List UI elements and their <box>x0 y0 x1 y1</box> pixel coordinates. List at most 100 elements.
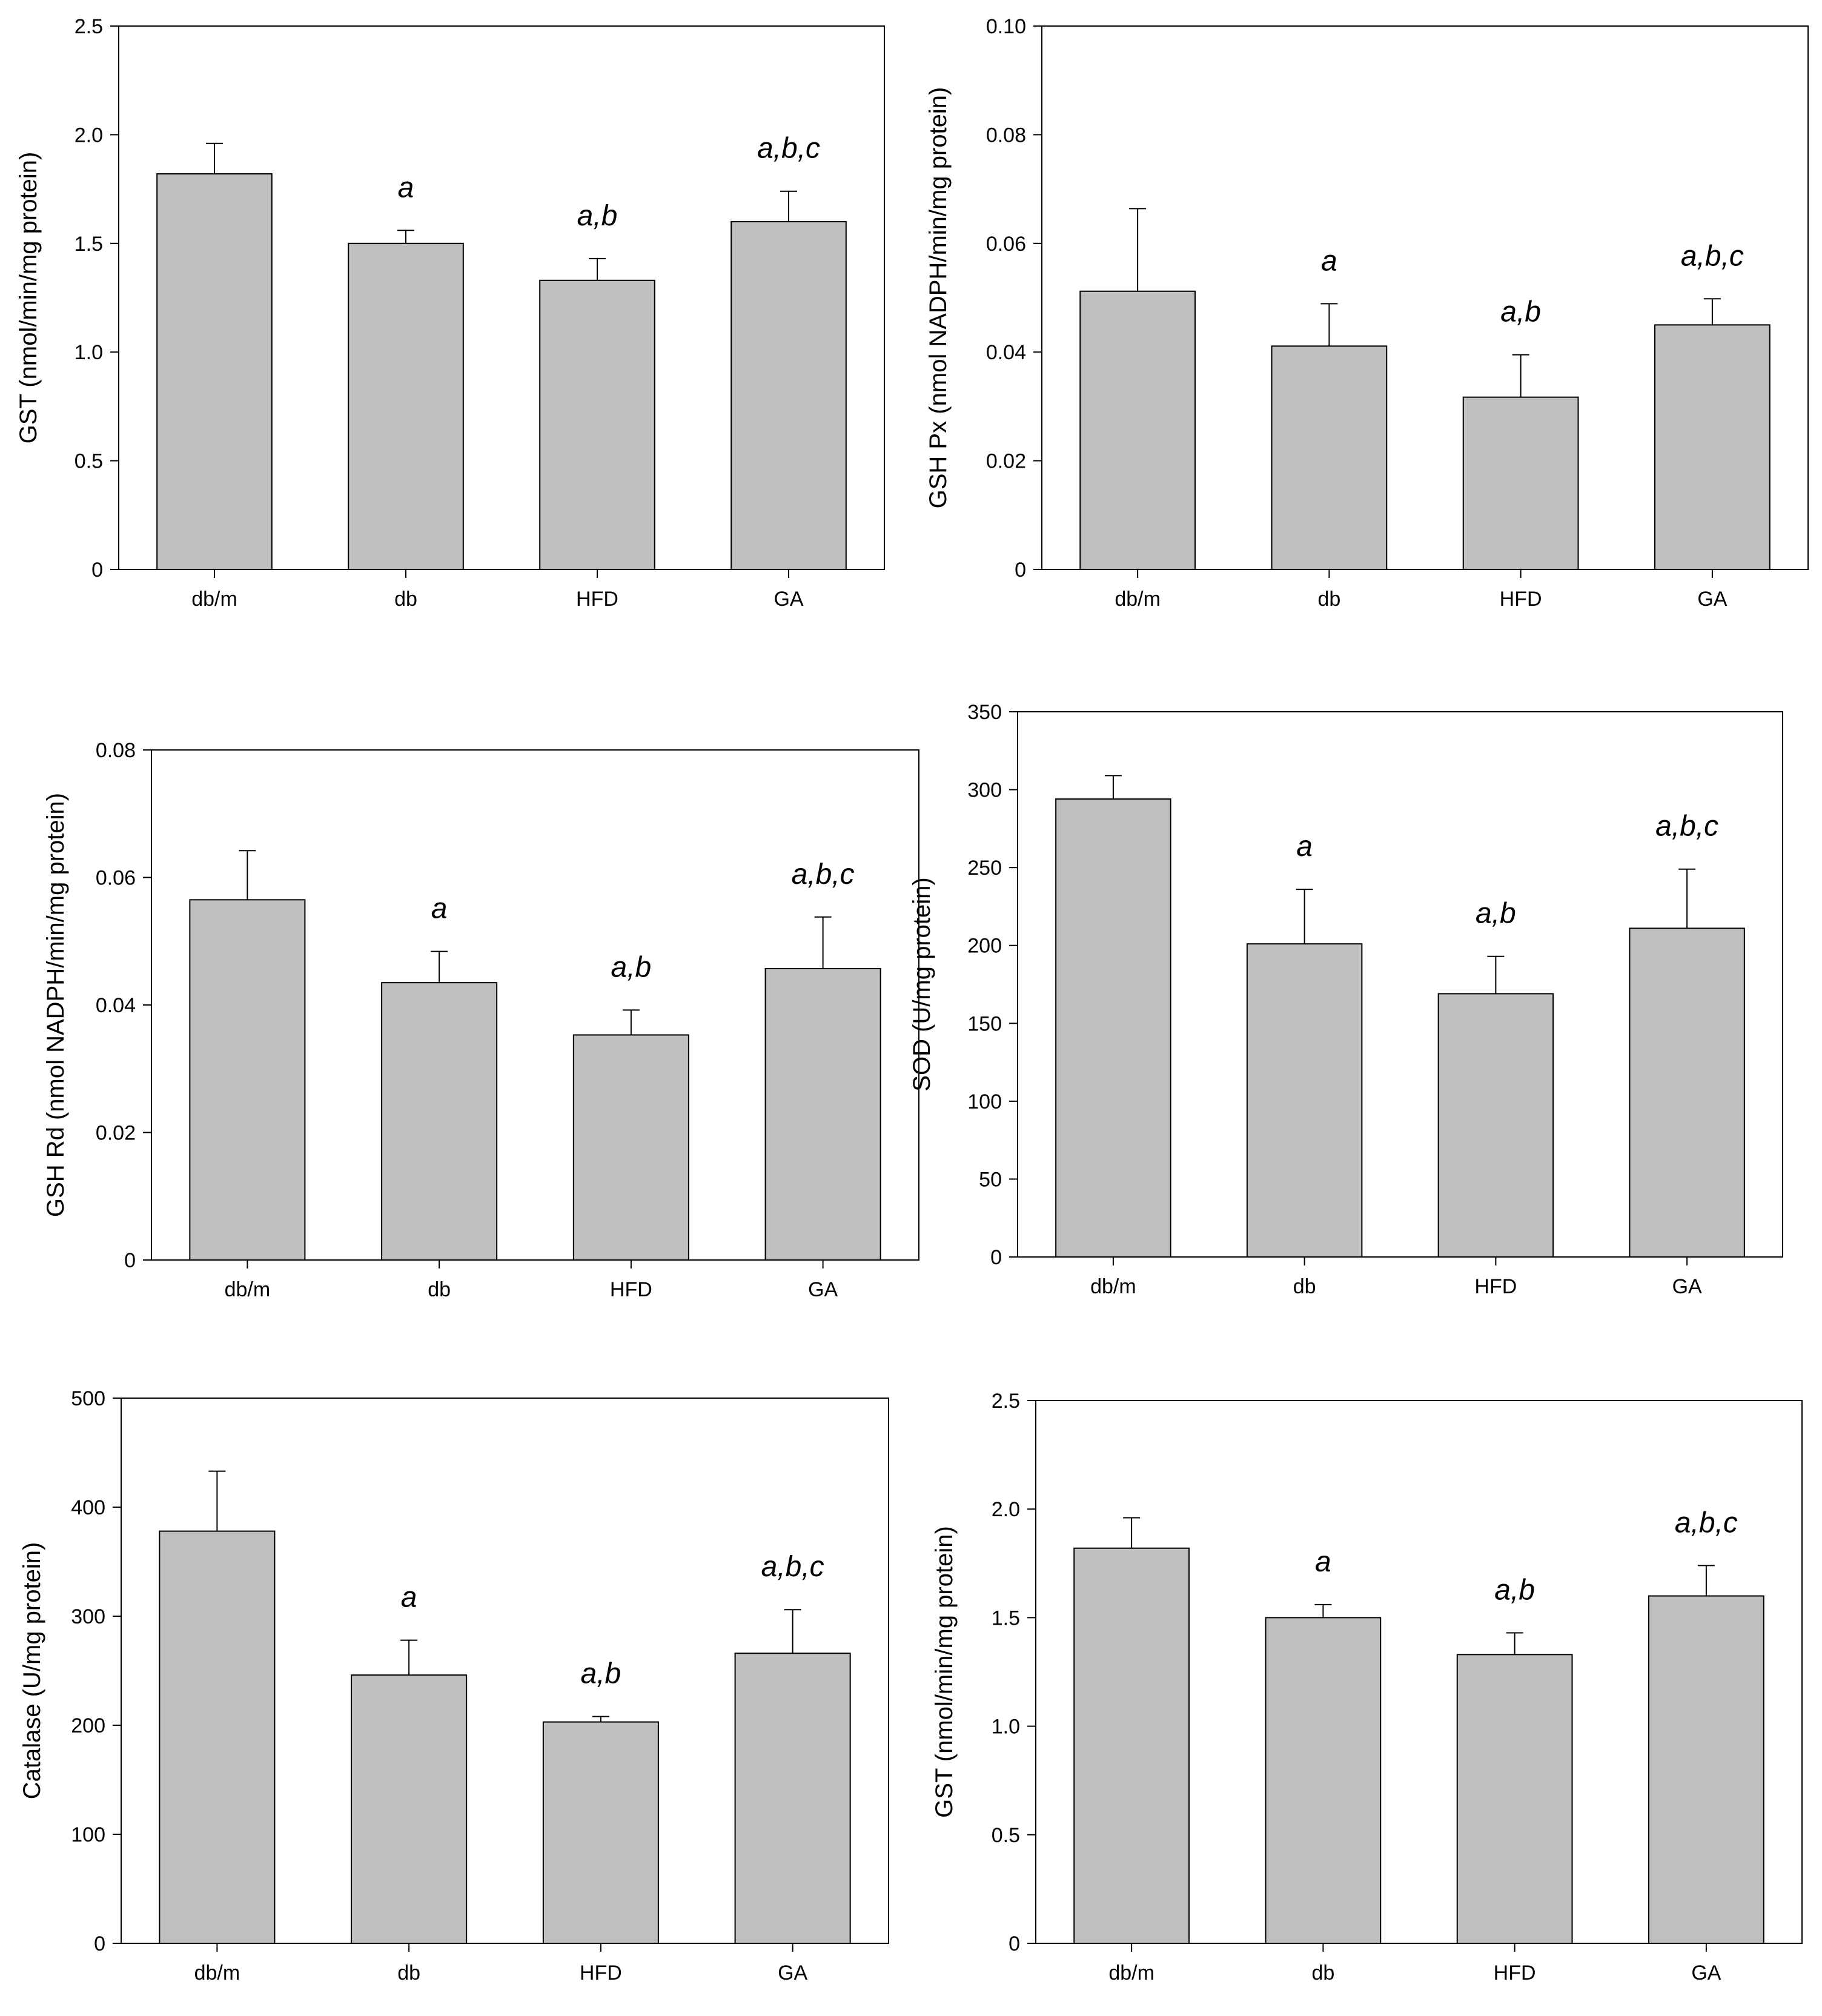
plot-frame <box>118 25 885 570</box>
bar-HFD <box>1437 993 1554 1258</box>
y-tick-label: 0.5 <box>992 1824 1020 1847</box>
bar-GA <box>730 220 847 571</box>
bar-HFD <box>1456 1654 1573 1944</box>
y-tick-label: 0 <box>124 1249 136 1272</box>
y-tick-label: 1.0 <box>75 341 103 364</box>
significance-label: a,b <box>1500 296 1541 328</box>
y-tick-label: 0 <box>1009 1932 1020 1955</box>
y-tick-label: 0.02 <box>986 450 1026 473</box>
x-category-label: HFD <box>610 1278 652 1301</box>
bar-db/m <box>159 1530 276 1945</box>
significance-label: a <box>1296 831 1313 863</box>
bar-HFD <box>1462 396 1579 570</box>
x-category-label: db/m <box>1115 588 1161 611</box>
x-category-label: db/m <box>1090 1275 1136 1298</box>
x-category-label: GA <box>1697 588 1727 611</box>
significance-label: a <box>398 171 414 204</box>
significance-label: a,b,c <box>761 1551 824 1583</box>
y-tick-label: 2.0 <box>992 1498 1020 1521</box>
significance-label: a,b <box>611 951 652 983</box>
x-category-label: HFD <box>580 1961 622 1984</box>
chart-panel-top-left: 0 0.5 1.0 1.5 2.0 2.5 GST (nmol/min/mg protein… <box>15 15 885 611</box>
chart-panel-top-right: 0 0.02 0.04 0.06 0.08 0.10 GSH Px (nmol NADPH/… <box>925 15 1809 611</box>
significance-label: a <box>431 893 448 925</box>
y-axis-title: Catalase (U/mg protein) <box>19 1542 45 1800</box>
y-tick-label: 0.08 <box>96 739 136 762</box>
significance-label: a <box>1315 1546 1331 1578</box>
plot-frame <box>1041 25 1809 570</box>
y-axis-title: GSH Px (nmol NADPH/min/mg protein) <box>925 87 952 509</box>
bar-db <box>1246 943 1363 1258</box>
significance-label: a,b,c <box>1655 811 1718 843</box>
x-category-label: GA <box>1691 1961 1721 1984</box>
bar-db <box>351 1674 468 1944</box>
bar-db/m <box>1073 1547 1190 1944</box>
y-tick-label: 0 <box>94 1932 105 1955</box>
bar-db/m <box>1055 798 1171 1258</box>
y-tick-label: 350 <box>967 701 1002 724</box>
y-tick-label: 300 <box>71 1605 105 1628</box>
bar-HFD <box>542 1721 659 1945</box>
x-category-label: db <box>394 588 417 611</box>
y-tick-label: 1.5 <box>992 1606 1020 1630</box>
x-category-label: db <box>1311 1961 1334 1984</box>
x-category-label: HFD <box>1474 1275 1517 1298</box>
x-category-label: db/m <box>225 1278 271 1301</box>
y-tick-label: 0.08 <box>986 124 1026 147</box>
y-tick-label: 0.04 <box>986 341 1026 364</box>
significance-label: a,b <box>581 1658 621 1690</box>
bar-db/m <box>156 173 273 570</box>
significance-label: a,b,c <box>757 133 820 165</box>
x-category-label: HFD <box>1500 588 1542 611</box>
y-axis-title: GST (nmol/min/mg protein) <box>15 152 42 444</box>
x-category-label: GA <box>778 1961 807 1984</box>
chart-panel-middle-right: 0 50 100 150 200 250 300 350 SOD (U/mg protein) d… <box>909 701 1783 1298</box>
significance-label: a,b <box>577 200 618 232</box>
y-tick-label: 0 <box>990 1246 1002 1269</box>
significance-label: a <box>401 1582 417 1614</box>
significance-label: a,b,c <box>1681 240 1744 272</box>
bar-db/m <box>1079 290 1196 570</box>
x-category-label: db/m <box>194 1961 240 1984</box>
chart-panel-middle-left: 0 0.02 0.04 0.06 0.08 GSH Rd (nmol NADPH/min/… <box>42 739 919 1301</box>
x-category-label: GA <box>1672 1275 1702 1298</box>
y-tick-label: 150 <box>967 1012 1002 1035</box>
y-tick-label: 1.0 <box>992 1716 1020 1739</box>
y-tick-label: 0.10 <box>986 15 1026 38</box>
significance-label: a,b <box>1494 1574 1535 1606</box>
x-category-label: db <box>1293 1275 1316 1298</box>
bar-db/m <box>189 899 306 1261</box>
bar-HFD <box>539 279 655 570</box>
x-category-label: db <box>428 1278 451 1301</box>
x-category-label: db <box>397 1961 420 1984</box>
x-category-label: db/m <box>1108 1961 1154 1984</box>
bar-db <box>348 242 464 570</box>
significance-label: a,b,c <box>792 858 855 890</box>
x-category-label: HFD <box>576 588 618 611</box>
y-tick-label: 0 <box>1015 559 1026 582</box>
chart-panel-bottom-right: 0 0.5 1.0 1.5 2.0 2.5 GST (nmol/min/mg protein… <box>931 1390 1803 1984</box>
y-tick-label: 2.5 <box>75 15 103 38</box>
y-axis-title: SOD (U/mg protein) <box>909 877 935 1091</box>
x-category-label: GA <box>808 1278 838 1301</box>
x-category-label: HFD <box>1494 1961 1536 1984</box>
significance-label: a,b,c <box>1675 1507 1738 1539</box>
bar-db <box>1265 1617 1382 1944</box>
significance-label: a,b <box>1476 898 1516 930</box>
y-axis-title: GSH Rd (nmol NADPH/min/mg protein) <box>42 793 69 1217</box>
plot-frame <box>1017 711 1783 1258</box>
y-tick-label: 100 <box>967 1090 1002 1113</box>
y-tick-label: 200 <box>967 935 1002 958</box>
y-tick-label: 1.5 <box>75 233 103 256</box>
significance-label: a <box>1321 245 1337 277</box>
plot-frame <box>121 1398 889 1944</box>
y-tick-label: 50 <box>979 1168 1002 1191</box>
y-tick-label: 400 <box>71 1496 105 1519</box>
bar-HFD <box>572 1034 689 1261</box>
y-tick-label: 200 <box>71 1714 105 1737</box>
y-tick-label: 300 <box>967 779 1002 802</box>
x-category-label: db/m <box>191 588 237 611</box>
bar-db <box>1271 345 1388 570</box>
y-tick-label: 0.06 <box>986 233 1026 256</box>
